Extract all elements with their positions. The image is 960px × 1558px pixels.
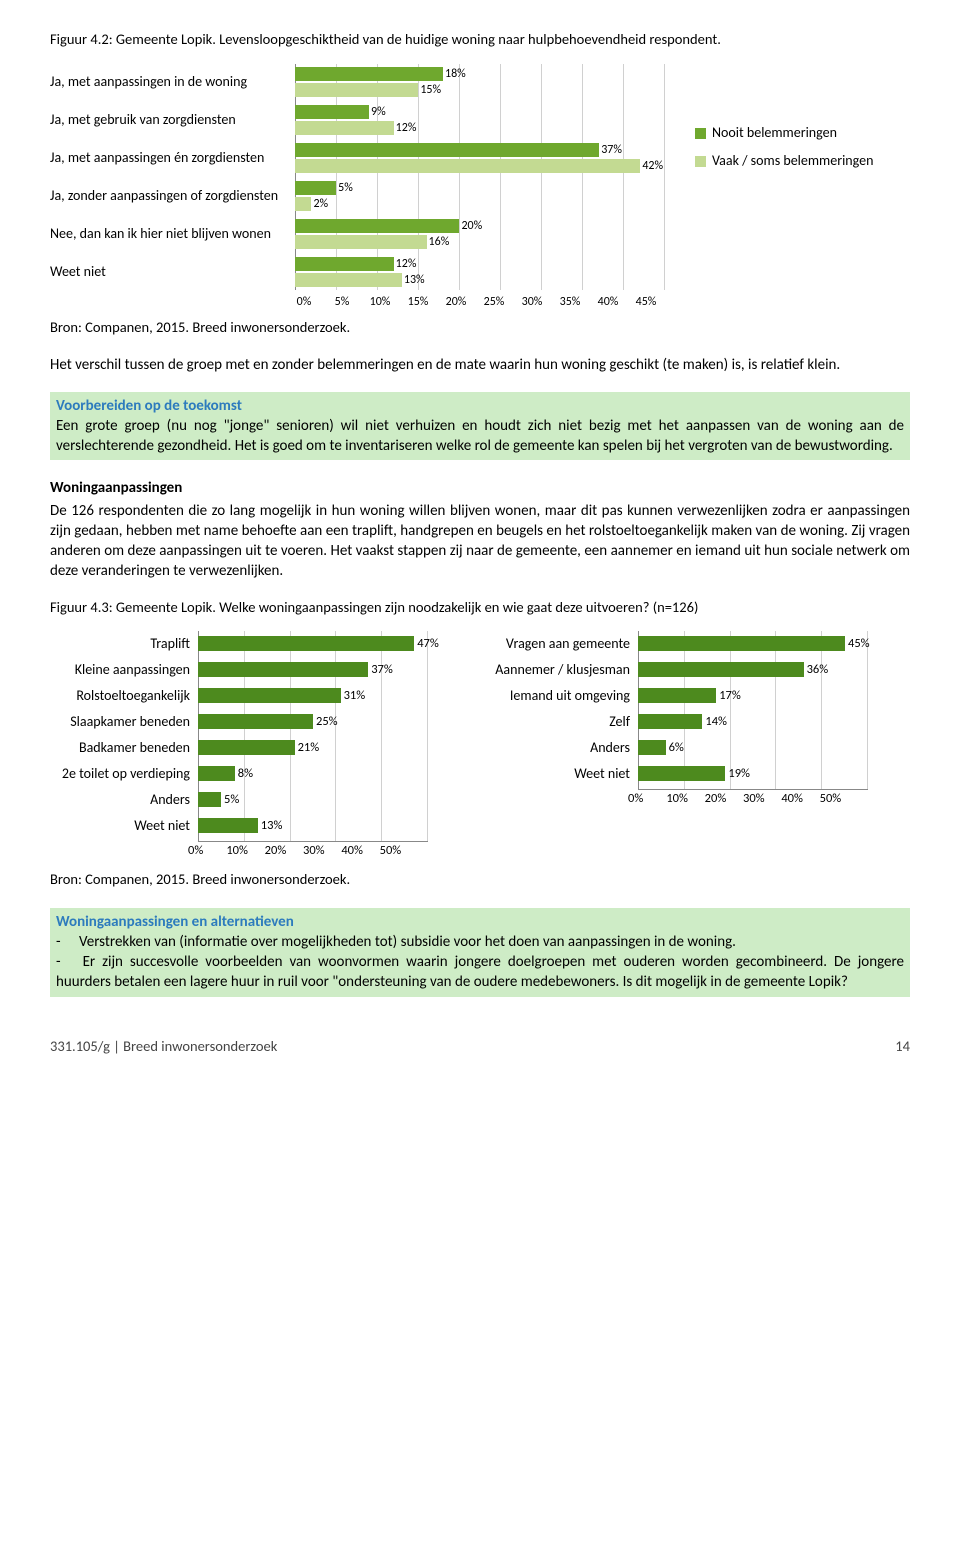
chart-category-label: 2e toilet op verdieping — [50, 761, 198, 787]
chart-bar: 36% — [638, 662, 804, 677]
chart-bar: 31% — [198, 688, 341, 703]
chart-category-label: Zelf — [490, 709, 638, 735]
chart-category-label: Aannemer / klusjesman — [490, 657, 638, 683]
chart-bar: 2% — [295, 197, 311, 211]
chart-bar: 37% — [295, 143, 599, 157]
legend-item: Nooit belemmeringen — [712, 124, 837, 143]
footer-page-number: 14 — [895, 1037, 910, 1057]
chart-value-label: 47% — [414, 636, 439, 653]
chart-category-label: Ja, met aanpassingen in de woning — [50, 64, 295, 102]
chart-value-label: 12% — [394, 120, 417, 136]
chart-value-label: 12% — [394, 256, 417, 272]
chart-value-label: 20% — [459, 218, 482, 234]
chart-value-label: 9% — [369, 104, 386, 120]
chart-bar: 16% — [295, 235, 427, 249]
chart-category-label: Ja, zonder aanpassingen of zorgdiensten — [50, 178, 295, 216]
chart-value-label: 25% — [313, 714, 338, 731]
chart-bar: 13% — [295, 273, 402, 287]
chart-value-label: 6% — [666, 740, 684, 757]
chart-bar: 37% — [198, 662, 368, 677]
box-text: Een grote groep (nu nog "jonge" senioren… — [56, 417, 904, 455]
chart-category-label: Slaapkamer beneden — [50, 709, 198, 735]
chart-value-label: 13% — [258, 818, 283, 835]
chart-legend: Nooit belemmeringen Vaak / soms belemmer… — [695, 64, 873, 182]
chart-bar: 19% — [638, 766, 725, 781]
chart-value-label: 13% — [402, 272, 425, 288]
chart-category-label: Weet niet — [50, 813, 198, 839]
chart-category-label: Nee, dan kan ik hier niet blijven wonen — [50, 216, 295, 254]
chart-bar: 18% — [295, 67, 443, 81]
chart-value-label: 14% — [702, 714, 727, 731]
chart-category-label: Vragen aan gemeente — [490, 631, 638, 657]
paragraph: De 126 respondenten die zo lang mogelijk… — [50, 501, 910, 582]
chart-category-label: Weet niet — [490, 761, 638, 787]
chart-category-label: Anders — [490, 735, 638, 761]
chart-bar: 42% — [295, 159, 640, 173]
box-heading: Voorbereiden op de toekomst — [56, 397, 242, 415]
chart-value-label: 5% — [336, 180, 353, 196]
chart-bar: 15% — [295, 83, 418, 97]
chart-value-label: 2% — [311, 196, 328, 212]
figure-4-3-title: Figuur 4.3: Gemeente Lopik. Welke woning… — [50, 598, 910, 618]
chart-value-label: 42% — [640, 158, 663, 174]
footer-left: 331.105/g | Breed inwonersonderzoek — [50, 1037, 277, 1057]
chart-category-label: Traplift — [50, 631, 198, 657]
box-line: - Verstrekken van (informatie over mogel… — [56, 933, 736, 951]
chart-bar: 45% — [638, 636, 845, 651]
chart-value-label: 16% — [427, 234, 450, 250]
chart-category-label: Kleine aanpassingen — [50, 657, 198, 683]
chart-value-label: 18% — [443, 66, 466, 82]
chart-bar: 13% — [198, 818, 258, 833]
section-heading: Woningaanpassingen — [50, 478, 910, 498]
chart-bar: 25% — [198, 714, 313, 729]
chart-value-label: 19% — [725, 766, 750, 783]
page-footer: 331.105/g | Breed inwonersonderzoek 14 — [50, 1037, 910, 1057]
chart-bar: 6% — [638, 740, 666, 755]
chart-bar: 5% — [198, 792, 221, 807]
chart-category-label: Rolstoeltoegankelijk — [50, 683, 198, 709]
chart-category-label: Anders — [50, 787, 198, 813]
chart-bar: 47% — [198, 636, 414, 651]
chart-value-label: 37% — [599, 142, 622, 158]
chart-category-label: Iemand uit omgeving — [490, 683, 638, 709]
chart-bar: 12% — [295, 257, 394, 271]
chart-value-label: 8% — [235, 766, 253, 783]
chart-bar: 17% — [638, 688, 716, 703]
chart-value-label: 5% — [221, 792, 239, 809]
chart-category-label: Ja, met gebruik van zorgdiensten — [50, 102, 295, 140]
chart-bar: 20% — [295, 219, 459, 233]
legend-item: Vaak / soms belemmeringen — [712, 152, 873, 171]
highlight-box: Woningaanpassingen en alternatieven - Ve… — [50, 908, 910, 997]
figure-4-2-chart: Ja, met aanpassingen in de woningJa, met… — [50, 64, 910, 310]
chart-bar: 14% — [638, 714, 702, 729]
box-line: - Er zijn succesvolle voorbeelden van wo… — [56, 953, 904, 991]
figure-source: Bron: Companen, 2015. Breed inwonersonde… — [50, 318, 910, 338]
chart-bar: 12% — [295, 121, 394, 135]
figure-4-3-charts: TrapliftKleine aanpassingenRolstoeltoega… — [50, 631, 910, 860]
chart-value-label: 37% — [368, 662, 393, 679]
figure-source: Bron: Companen, 2015. Breed inwonersonde… — [50, 870, 910, 890]
chart-category-label: Ja, met aanpassingen én zorgdiensten — [50, 140, 295, 178]
chart-value-label: 45% — [845, 636, 870, 653]
chart-category-label: Badkamer beneden — [50, 735, 198, 761]
chart-category-label: Weet niet — [50, 254, 295, 292]
chart-bar: 9% — [295, 105, 369, 119]
paragraph: Het verschil tussen de groep met en zond… — [50, 355, 910, 375]
chart-value-label: 17% — [716, 688, 741, 705]
box-heading: Woningaanpassingen en alternatieven — [56, 913, 294, 931]
figure-4-2-title: Figuur 4.2: Gemeente Lopik. Levensloopge… — [50, 30, 910, 50]
chart-bar: 21% — [198, 740, 295, 755]
highlight-box: Voorbereiden op de toekomst Een grote gr… — [50, 392, 910, 461]
chart-bar: 8% — [198, 766, 235, 781]
chart-value-label: 15% — [418, 82, 441, 98]
chart-bar: 5% — [295, 181, 336, 195]
chart-value-label: 36% — [804, 662, 829, 679]
chart-value-label: 31% — [341, 688, 366, 705]
chart-value-label: 21% — [295, 740, 320, 757]
